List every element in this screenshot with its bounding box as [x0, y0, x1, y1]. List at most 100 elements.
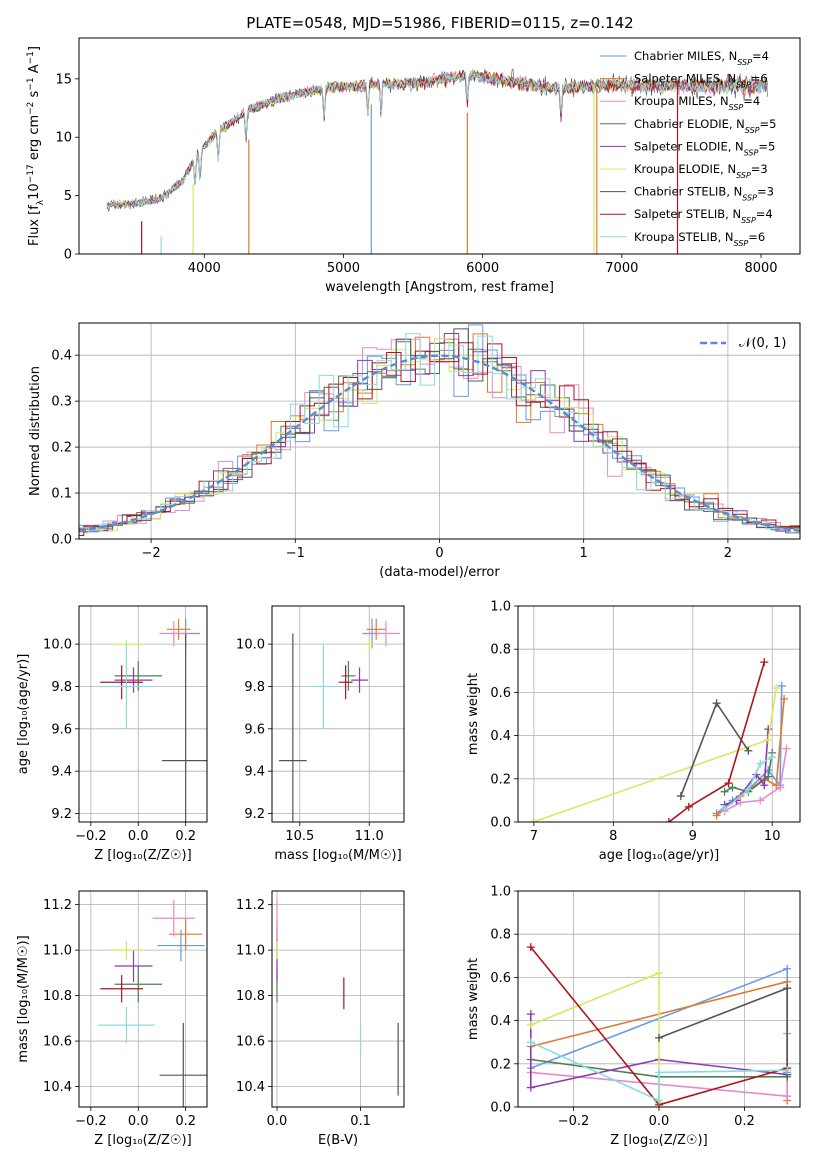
sfh-marker: [655, 1033, 663, 1042]
y-tick-label: 11.0: [236, 944, 265, 959]
y-tick-label: 10.6: [43, 1035, 72, 1050]
legend-label-nssp: =6: [748, 230, 765, 244]
x-tick-label: −0.2: [75, 829, 107, 844]
y-axis-label: Flux [fλ10−17 erg cm−2 s−1 A−1]: [26, 46, 46, 246]
y-tick-label: 0.1: [51, 487, 72, 502]
spectrum-line-kroupa-stelib: [108, 68, 769, 210]
y-tick-label: 0.8: [490, 928, 511, 943]
x-axis-label: Z [log₁₀(Z/Z☉)]: [94, 1133, 191, 1148]
x-axis-label: wavelength [Angstrom, rest frame]: [325, 280, 554, 295]
sfh-marker: [712, 811, 721, 820]
x-tick-label: 0: [435, 546, 443, 561]
sfh-marker: [684, 802, 693, 811]
figure-title: PLATE=0548, MJD=51986, FIBERID=0115, z=0…: [246, 14, 633, 32]
legend-label-sub: SSP: [737, 58, 752, 67]
legend-label-nssp: =4: [743, 94, 760, 108]
axes-frame: [271, 890, 405, 1108]
sfh-marker: [728, 783, 737, 792]
x-tick-label: 9: [689, 829, 697, 844]
axes-residuals: −2 −1 0 1 2 0.0 0.1 0.2 0.3 0.4 (data-model)/error…: [28, 322, 801, 580]
legend-label-text: Salpeter ELODIE, N: [634, 139, 744, 153]
legend-label-text: Salpeter MILES, N: [634, 72, 736, 86]
sfh-marker: [720, 805, 729, 814]
sfh-marker: [756, 759, 765, 768]
x-tick-label: 2: [724, 546, 732, 561]
y-tick-label: 9.4: [244, 765, 265, 780]
legend-label: Kroupa ELODIE, NSSP=3: [634, 162, 768, 180]
plot-area: [106, 68, 769, 254]
y-axis-label-part: −2: [26, 102, 36, 115]
legend-label-sub: SSP: [734, 238, 749, 247]
legend-label-sub: SSP: [736, 171, 751, 180]
legend-label-text: Kroupa STELIB, N: [634, 230, 734, 244]
legend-label: Salpeter STELIB, NSSP=4: [634, 207, 773, 225]
y-tick-label: 10.8: [236, 989, 265, 1004]
axes-age-metallicity: −0.2 0.0 0.2 9.2 9.4 9.6 9.8 10.0 Z [log₁₀(Z/Z☉)…: [16, 605, 208, 863]
sfh-line-salpeter-stelib: [668, 661, 766, 822]
y-tick-label: 0.2: [490, 772, 511, 787]
y-tick-label: 10.0: [43, 638, 72, 653]
sfh-marker: [782, 744, 791, 753]
x-tick-label: −0.2: [75, 1114, 107, 1129]
legend-label-sub: SSP: [736, 80, 751, 89]
legend-label: Kroupa STELIB, NSSP=6: [634, 230, 765, 248]
sfh-marker: [744, 746, 753, 755]
y-tick-label: 0.0: [490, 1101, 511, 1116]
x-tick-label: 10.5: [285, 829, 314, 844]
y-axis-label-part: Flux [f: [27, 205, 42, 246]
y-axis-label-part: −1: [26, 51, 36, 64]
y-tick-label: 10.0: [236, 638, 265, 653]
y-tick-label: 11.2: [236, 898, 265, 913]
legend-label: Salpeter ELODIE, NSSP=5: [634, 139, 775, 157]
legend-label-nssp: =3: [751, 162, 768, 176]
x-tick-label: 7000: [605, 261, 638, 276]
x-tick-label: 0.2: [734, 1114, 755, 1129]
sfh-line-salpeter-elodie: [724, 729, 769, 806]
sfh-marker: [768, 753, 777, 762]
legend-label-normal: 𝒩(0, 1): [739, 336, 786, 351]
y-axis-label: mass weight: [466, 958, 481, 1040]
legend-label-nssp: =5: [758, 139, 775, 153]
x-tick-label: 8000: [744, 261, 777, 276]
y-tick-label: 0.6: [490, 686, 511, 701]
y-tick-label: 10.4: [43, 1080, 72, 1095]
sfh-marker: [724, 779, 733, 788]
legend-label-nssp: =5: [760, 117, 777, 131]
sfh-marker: [526, 943, 535, 952]
sfh-marker: [655, 969, 663, 978]
sfh-marker: [526, 1038, 535, 1047]
sfh-marker: [764, 735, 773, 744]
normal-curve: [79, 354, 800, 533]
sfh-marker: [712, 699, 721, 708]
y-tick-label: 10: [55, 131, 72, 146]
x-tick-label: −1: [286, 546, 305, 561]
sfh-marker: [776, 783, 785, 792]
x-axis-label: age [log₁₀(age/yr)]: [599, 848, 720, 863]
axes-sfh-age: 7 8 9 10 0.0 0.2 0.4 0.6 0.8 1.0 age [log₁₀(age/yr…: [466, 600, 801, 863]
sfh-marker: [760, 781, 769, 790]
x-tick-label: 1: [580, 546, 588, 561]
x-tick-label: 0.0: [649, 1114, 670, 1129]
y-tick-label: 0.2: [51, 441, 72, 456]
axes-sfh-metallicity: −0.2 0.0 0.2 0.0 0.2 0.4 0.6 0.8 1.0 Z [log₁₀(Z/Z…: [466, 885, 801, 1148]
y-tick-label: 0.8: [490, 643, 511, 658]
y-axis-label-part: 10: [27, 183, 42, 200]
sfh-marker: [720, 787, 729, 796]
y-tick-label: 15: [55, 72, 72, 87]
sfh-marker: [756, 796, 765, 805]
x-tick-label: 10: [764, 829, 781, 844]
y-tick-label: 0.6: [490, 971, 511, 986]
hist-step-chabrier-elodie: [79, 341, 800, 534]
y-tick-label: 0.3: [51, 395, 72, 410]
y-tick-label: 9.6: [51, 722, 72, 737]
axes-frame: [271, 605, 405, 823]
legend-label: Chabrier STELIB, NSSP=3: [634, 185, 774, 203]
x-tick-label: 7: [530, 829, 538, 844]
legend-label-text: Salpeter STELIB, N: [634, 207, 741, 221]
axes-frame: [78, 605, 208, 823]
x-tick-label: 0.2: [175, 1114, 196, 1129]
x-axis-label: mass [log₁₀(M/M☉)]: [274, 848, 401, 863]
legend-label-sub: SSP: [745, 125, 760, 134]
x-tick-label: 0.0: [128, 829, 149, 844]
x-tick-label: 0.0: [267, 1114, 288, 1129]
